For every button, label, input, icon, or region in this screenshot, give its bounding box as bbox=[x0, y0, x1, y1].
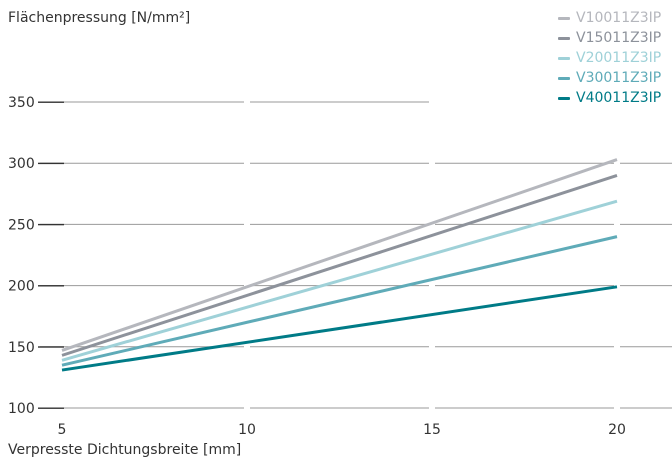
legend-label: V20011Z3IP bbox=[576, 50, 662, 66]
series-line bbox=[61, 174, 618, 357]
y-tick bbox=[38, 346, 64, 348]
grid-gap bbox=[244, 94, 250, 416]
x-tick-label: 20 bbox=[608, 422, 626, 438]
legend-item: V15011Z3IP bbox=[558, 28, 661, 48]
y-tick-label: 250 bbox=[8, 217, 35, 233]
series-line bbox=[61, 199, 618, 362]
y-tick bbox=[38, 223, 64, 226]
y-tick bbox=[38, 101, 64, 103]
x-tick-label: 15 bbox=[423, 422, 441, 438]
legend-swatch bbox=[558, 96, 570, 100]
series-line bbox=[61, 158, 618, 352]
y-tick bbox=[38, 162, 64, 165]
legend-label: V40011Z3IP bbox=[576, 90, 662, 106]
y-tick-label: 350 bbox=[8, 95, 35, 111]
legend-item: V30011Z3IP bbox=[558, 68, 661, 88]
y-tick-label: 200 bbox=[8, 279, 35, 295]
legend-label: V30011Z3IP bbox=[576, 70, 662, 86]
y-tick-label: 300 bbox=[8, 156, 35, 172]
legend-label: V10011Z3IP bbox=[576, 10, 662, 26]
y-tick bbox=[38, 285, 64, 287]
y-tick-label: 100 bbox=[8, 401, 35, 417]
legend: V10011Z3IP V15011Z3IP V20011Z3IP V30011Z3IP… bbox=[558, 8, 661, 108]
x-axis-label: Verpresste Dichtungsbreite [mm] bbox=[8, 442, 242, 458]
y-tick bbox=[38, 407, 64, 409]
x-tick-label: 10 bbox=[238, 422, 256, 438]
legend-item: V10011Z3IP bbox=[558, 8, 661, 28]
legend-item: V20011Z3IP bbox=[558, 48, 661, 68]
legend-swatch bbox=[558, 36, 570, 40]
grid-gap bbox=[614, 142, 620, 416]
legend-label: V15011Z3IP bbox=[576, 30, 662, 46]
y-tick-label: 150 bbox=[8, 340, 35, 356]
legend-swatch bbox=[558, 56, 570, 60]
series-line bbox=[61, 285, 618, 372]
legend-swatch bbox=[558, 76, 570, 80]
x-tick-label: 5 bbox=[58, 422, 67, 438]
legend-item: V40011Z3IP bbox=[558, 88, 661, 108]
legend-swatch bbox=[558, 16, 570, 20]
series-line bbox=[61, 235, 618, 367]
y-axis-label: Flächenpressung [N/mm²] bbox=[8, 10, 191, 26]
